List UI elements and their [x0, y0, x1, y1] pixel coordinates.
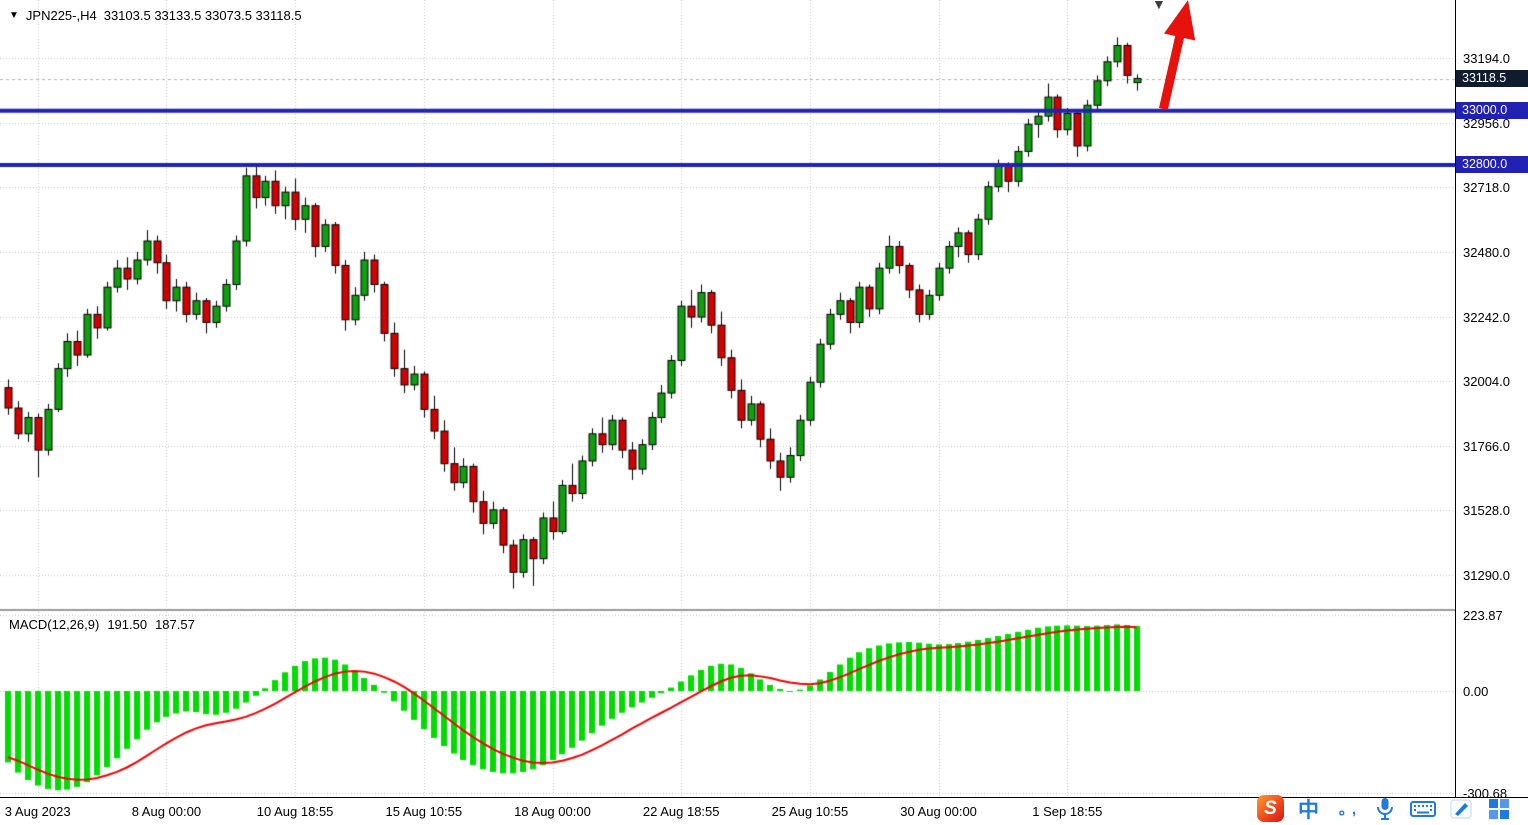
macd-tick-label: 223.87	[1463, 607, 1503, 623]
toolbox-grid-icon[interactable]	[1484, 794, 1513, 823]
time-tick-label: 18 Aug 00:00	[514, 804, 591, 819]
price-tick-label: 32956.0	[1463, 115, 1510, 131]
taskbar-icons: S 中 。,	[1256, 792, 1513, 825]
price-tick-label: 31528.0	[1463, 503, 1510, 519]
price-chart-canvas[interactable]	[0, 0, 1455, 797]
toolbox-grid-glyph	[1488, 798, 1509, 819]
time-tick-label: 1 Sep 18:55	[1032, 804, 1103, 819]
scroll-marker-icon: ▼	[1152, 0, 1166, 12]
chinese-mode-icon[interactable]: 中	[1294, 794, 1323, 823]
time-tick-label: 25 Aug 10:55	[771, 804, 849, 819]
trend-arrow-up-icon[interactable]	[1148, 0, 1210, 118]
current-price-box: 33118.5	[1456, 70, 1528, 87]
punctuation-icon[interactable]: 。,	[1332, 794, 1361, 823]
input-skin-icon[interactable]	[1446, 794, 1475, 823]
microphone-glyph	[1376, 797, 1393, 820]
chinese-mode-glyph: 中	[1298, 798, 1319, 822]
keyboard-glyph	[1409, 800, 1436, 817]
time-tick-label: 15 Aug 10:55	[385, 804, 463, 819]
level-price-box: 33000.0	[1456, 102, 1528, 120]
microphone-icon[interactable]	[1370, 794, 1399, 823]
macd-signal-value: 187.57	[155, 617, 195, 632]
time-tick-label: 8 Aug 00:00	[131, 804, 202, 819]
macd-main-value: 191.50	[107, 617, 148, 632]
price-tick-label: 32480.0	[1463, 244, 1510, 260]
price-tick-label: 32718.0	[1463, 180, 1510, 196]
time-tick-label: 3 Aug 2023	[4, 804, 71, 819]
macd-tick-label: 0.00	[1463, 684, 1489, 699]
level-price-box: 32800.0	[1456, 156, 1528, 174]
macd-indicator-label: MACD(12,26,9) 191.50 187.57	[9, 617, 195, 632]
price-tick-label: 32242.0	[1463, 309, 1510, 325]
macd-name-label: MACD(12,26,9)	[9, 617, 100, 632]
punctuation-glyph: 。,	[1338, 801, 1356, 818]
ohlc-quote-label: 33103.5 33133.5 33073.5 33118.5	[103, 8, 302, 23]
price-axis[interactable]: 33194.0 32956.0 32718.0 32480.0 32242.0 32004…	[1455, 0, 1528, 801]
symbol-period-label: JPN225-,H4	[25, 8, 97, 23]
price-tick-label: 31290.0	[1463, 568, 1510, 583]
price-tick-label: 33194.0	[1463, 51, 1510, 66]
time-tick-label: 30 Aug 00:00	[900, 804, 977, 819]
sogou-s-glyph: S	[1257, 795, 1284, 822]
soft-keyboard-icon[interactable]	[1408, 794, 1437, 823]
price-tick-label: 32004.0	[1463, 374, 1510, 390]
sogou-input-icon[interactable]: S	[1256, 794, 1285, 823]
time-tick-label: 22 Aug 18:55	[642, 804, 720, 819]
price-tick-label: 31766.0	[1463, 438, 1510, 454]
chart-header: ▼ JPN225-,H4 33103.5 33133.5 33073.5 331…	[9, 8, 302, 23]
symbol-marker-icon: ▼	[9, 9, 19, 21]
input-skin-glyph	[1450, 799, 1471, 818]
time-tick-label: 10 Aug 18:55	[256, 804, 334, 819]
